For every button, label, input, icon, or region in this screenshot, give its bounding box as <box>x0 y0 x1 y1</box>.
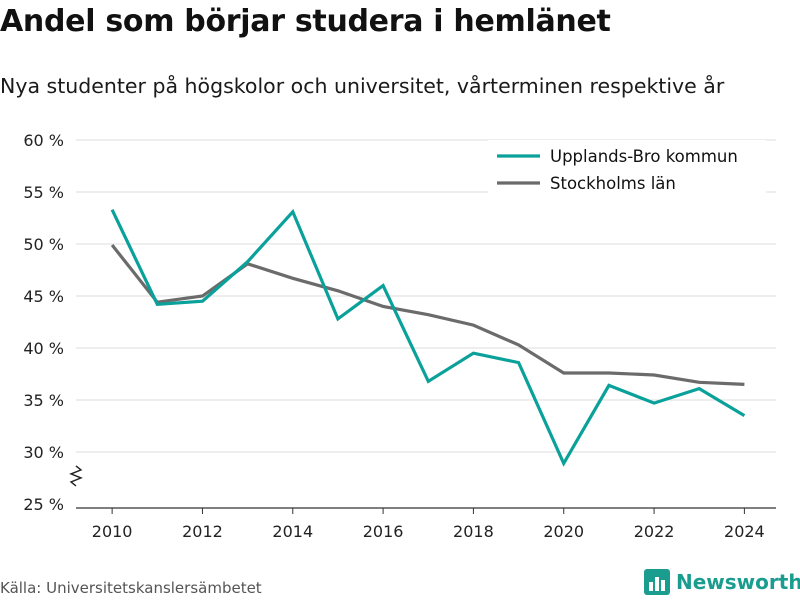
y-tick-label-25: 25 % <box>23 495 64 514</box>
y-tick-label-60: 60 % <box>23 131 64 150</box>
x-tick-label-2024: 2024 <box>724 522 765 541</box>
y-tick-label-40: 40 % <box>23 339 64 358</box>
legend: Upplands-Bro kommun Stockholms län <box>488 140 766 194</box>
legend-background <box>488 140 766 194</box>
x-tick-label-2020: 2020 <box>543 522 584 541</box>
y-tick-label-50: 50 % <box>23 235 64 254</box>
y-tick-label-55: 55 % <box>23 183 64 202</box>
x-tick-label-2016: 2016 <box>363 522 404 541</box>
x-tick-label-2012: 2012 <box>182 522 223 541</box>
bar-chart-logo-icon <box>644 569 670 595</box>
source-note: Källa: Universitetskanslersämbetet <box>0 579 262 597</box>
y-tick-label-30: 30 % <box>23 443 64 462</box>
brand-logo: Newsworthy <box>644 569 800 595</box>
series-lines <box>110 208 746 467</box>
x-tick-label-2014: 2014 <box>272 522 313 541</box>
legend-label-stockholms-lan: Stockholms län <box>550 174 676 193</box>
y-tick-label-35: 35 % <box>23 391 64 410</box>
legend-label-upplands-bro: Upplands-Bro kommun <box>550 147 738 166</box>
y-axis: 25 % 30 % 35 % 40 % 45 % 50 % 55 % 60 % <box>23 131 83 514</box>
series-line-upplands-bro <box>110 208 746 467</box>
x-tick-label-2018: 2018 <box>453 522 494 541</box>
brand-name: Newsworthy <box>676 570 800 594</box>
x-axis: 2010 2012 2014 2016 2018 2020 2022 2024 <box>76 507 776 541</box>
chart-title: Andel som börjar studera i hemlänet <box>0 4 611 39</box>
chart-subtitle: Nya studenter på högskolor och universit… <box>0 74 725 98</box>
axis-break-icon <box>69 465 83 487</box>
x-tick-label-2022: 2022 <box>634 522 675 541</box>
series-line-stockholms-lan <box>110 244 745 386</box>
y-tick-label-45: 45 % <box>23 287 64 306</box>
x-tick-label-2010: 2010 <box>92 522 133 541</box>
